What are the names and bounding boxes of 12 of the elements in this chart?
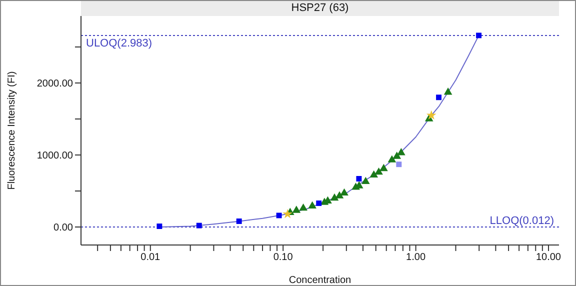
y-tick-label: 2000.00 <box>36 78 74 90</box>
x-tick-label: 1.00 <box>406 252 426 264</box>
chart-title: HSP27 (63) <box>81 1 559 16</box>
x-tick-label: 10.00 <box>536 252 562 264</box>
x-tick-label: 0.01 <box>140 252 161 264</box>
x-tick-label: 0.10 <box>273 252 294 264</box>
y-tick-label: 1000.00 <box>36 150 74 162</box>
ref-line-label: LLOQ(0.012) <box>490 214 554 227</box>
ref-line-label: ULOQ(2.983) <box>86 37 152 50</box>
x-axis-title: Concentration <box>288 275 352 286</box>
y-tick-label: 0.00 <box>54 222 74 234</box>
y-axis-title: Fluorescence Intensity (FI) <box>6 71 18 190</box>
